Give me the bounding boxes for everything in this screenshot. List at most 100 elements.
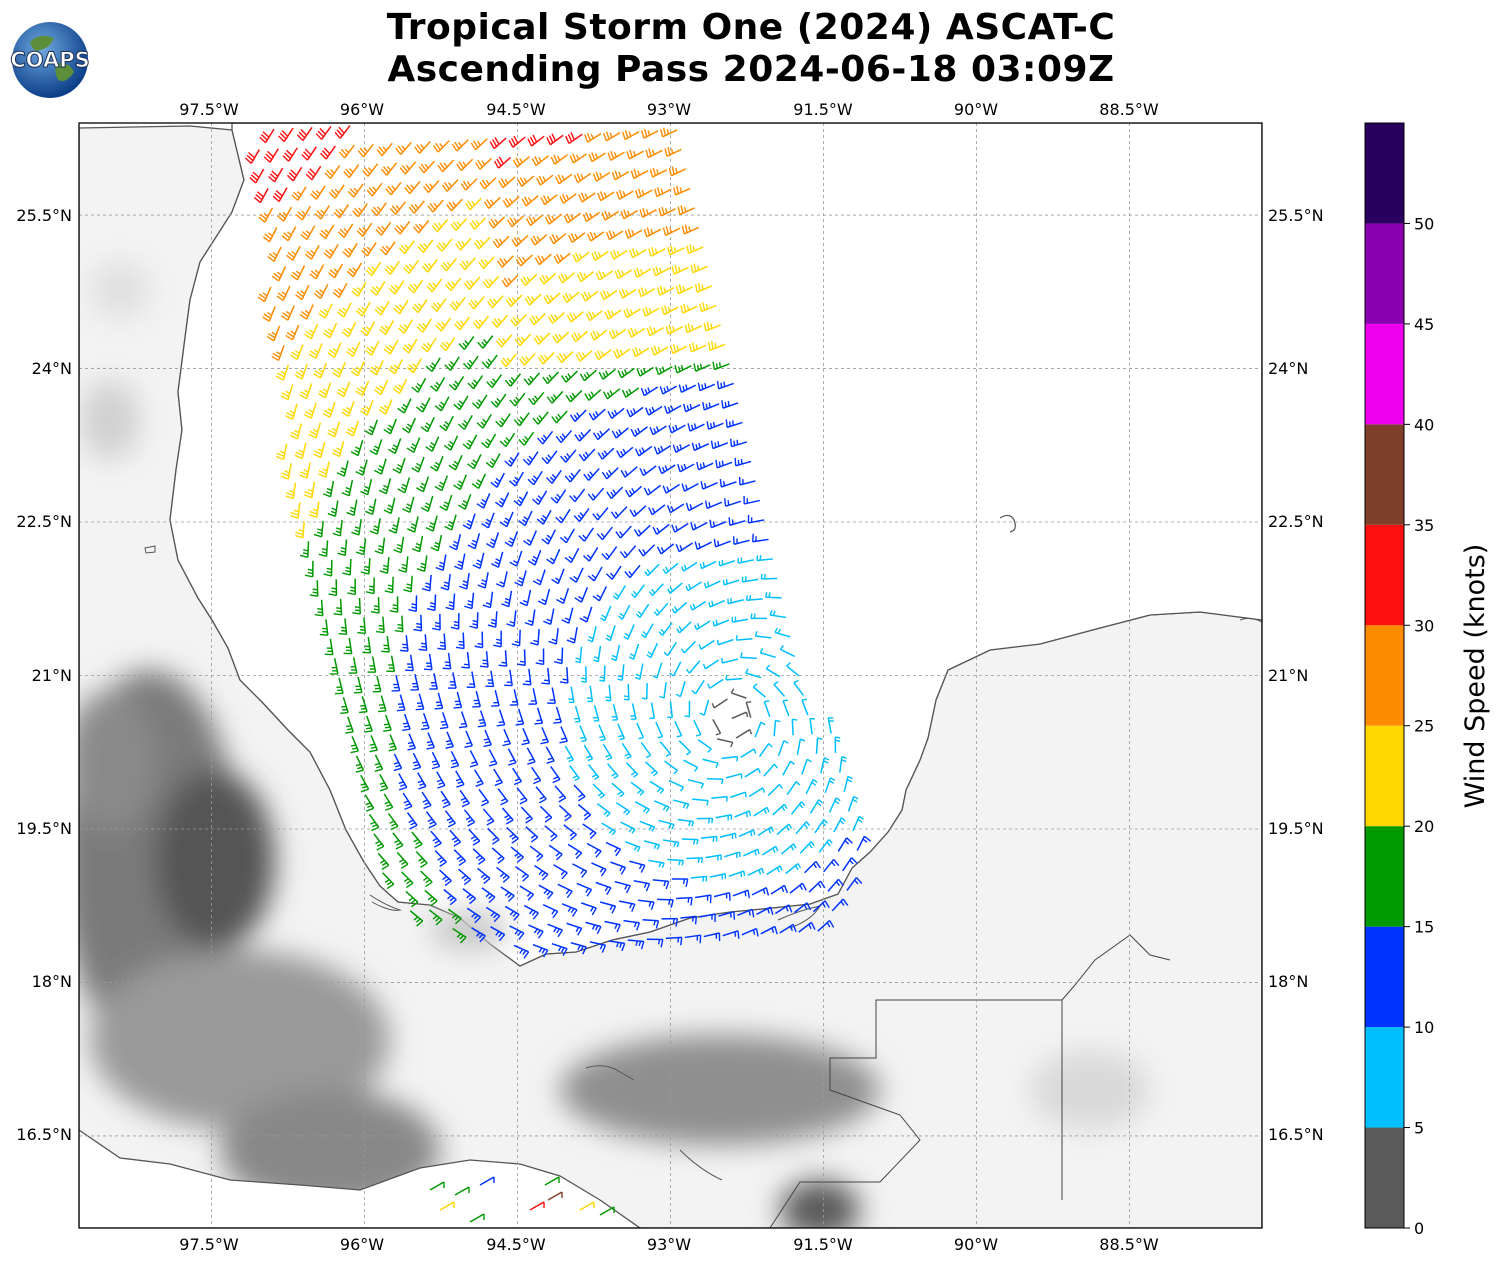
wind-barb [534,865,549,881]
wind-barb [490,551,504,568]
wind-barb [531,766,542,785]
wind-barb [358,696,368,714]
wind-barb [694,541,712,550]
wind-barb [667,701,674,719]
wind-barb [401,417,416,434]
wind-barb [348,657,358,674]
wind-barb [711,698,728,709]
wind-barb [495,492,510,508]
wind-barb [582,211,600,223]
wind-barb [478,789,490,807]
wind-barb [632,347,650,358]
wind-barb [360,479,373,496]
colorbar-label: Wind Speed (knots) [1460,544,1491,809]
wind-barb [801,698,809,716]
wind-barb [786,781,801,796]
wind-barb [756,555,773,562]
wind-barb [519,885,535,901]
wind-barb [805,778,818,795]
wind-barb [340,697,349,715]
wind-barb [607,763,619,779]
wind-barb [597,191,615,202]
wind-barb [566,627,578,644]
wind-barb [429,455,444,472]
wind-barb [485,906,501,923]
wind-barb [439,336,456,352]
wind-barb [402,792,413,811]
colorbar-bin [1365,424,1404,525]
map-gridlines [79,123,1262,1228]
wind-barb [409,910,424,927]
wind-barb [498,176,516,189]
lat-ticks-left: 25.5°N 24°N 22.5°N 21°N 19.5°N 18°N 16.5… [16,206,72,1144]
wind-barb [398,240,415,255]
wind-barb [421,258,438,273]
wind-barb [470,138,488,151]
wind-barb [569,488,586,503]
lon-ticks-bottom: 97.5°W 96°W 94.5°W 93°W 91.5°W 90°W 88.5… [179,1235,1159,1254]
wind-barb [846,877,863,891]
wind-barb [547,687,556,704]
wind-barb [314,204,331,220]
wind-barb [291,186,307,201]
wind-barb [420,416,435,433]
wind-barb [476,493,491,509]
wind-barb [508,135,526,148]
wind-barb [507,215,525,228]
wind-barb [620,821,636,834]
wind-barb [592,171,611,182]
lon-tick-top: 88.5°W [1099,100,1159,119]
wind-barb [556,351,574,364]
wind-barb [578,527,594,542]
wind-barb [581,666,587,683]
wind-barb [407,279,424,294]
wind-barb [383,418,397,435]
wind-barb [472,552,485,569]
wind-barb [303,402,317,419]
wind-barb [366,182,383,197]
wind-barb [328,579,338,597]
wind-barb [691,442,710,452]
wind-barb [455,632,465,650]
wind-barb [290,265,306,281]
wind-barb [430,830,442,848]
wind-barb [305,165,322,181]
wind-barb [702,758,719,768]
wind-barb [795,821,811,835]
wind-barb [593,428,611,441]
wind-barb [585,310,603,322]
wind-barb [308,501,320,518]
wind-barb [653,444,672,455]
wind-barb [574,429,592,442]
wind-barb [515,254,533,267]
wind-barb [524,293,542,306]
wind-barb [706,778,724,785]
wind-barb [620,466,638,478]
wind-barb [557,272,576,284]
wind-barb [396,694,406,712]
wind-barb [605,625,616,642]
wind-barb [434,396,450,412]
lat-tick-right: 25.5°N [1268,206,1324,225]
wind-barb [606,565,622,580]
wind-barb [818,839,833,853]
wind-barb [564,745,574,763]
colorbar-bin [1365,1027,1404,1128]
wind-barb [341,400,355,417]
wind-barb [526,747,536,765]
wind-barb [449,829,462,847]
wind-barb [611,170,630,181]
wind-barb [746,594,763,602]
wind-barbs [244,125,872,1223]
wind-barb [764,592,782,599]
wind-barb [504,373,522,387]
wind-barb [280,305,295,321]
wind-barb [333,204,350,219]
wind-barb [310,185,326,200]
wind-barb [396,851,409,869]
wind-barb [436,238,453,252]
lat-tick-right: 16.5°N [1268,1125,1324,1144]
wind-barb [443,435,459,451]
colorbar-tick-label: 25 [1414,717,1434,736]
wind-barb [827,717,834,734]
